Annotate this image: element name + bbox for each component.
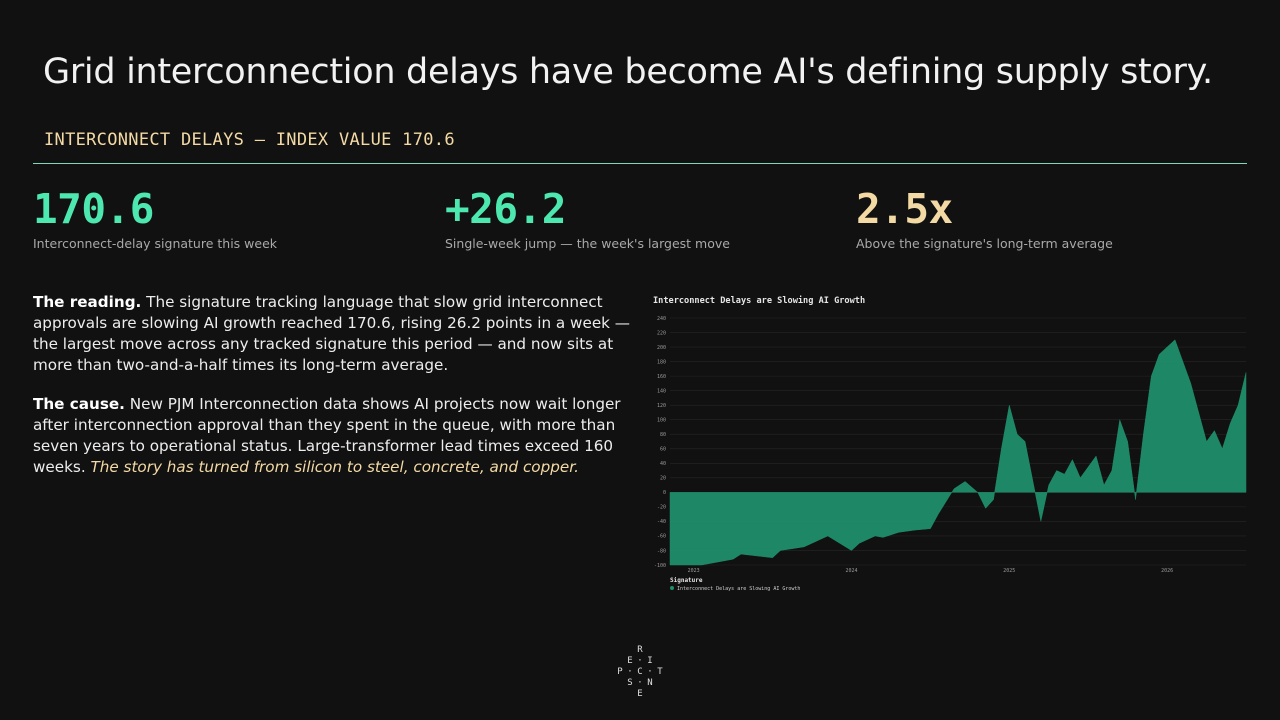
y-tick-label: 100 bbox=[657, 418, 666, 424]
y-tick-label: 40 bbox=[660, 461, 666, 467]
x-axis-ticks: 2023 2024 2025 2026 bbox=[688, 568, 1173, 574]
reading-paragraph: The reading. The signature tracking lang… bbox=[33, 292, 633, 376]
y-tick-label: -40 bbox=[657, 519, 666, 525]
y-tick-label: 120 bbox=[657, 403, 666, 409]
y-tick-label: 220 bbox=[657, 330, 666, 336]
stat-vs-average: 2.5x Above the signature's long-term ave… bbox=[856, 186, 1113, 251]
stat-value: 170.6 bbox=[33, 185, 154, 233]
y-tick-label: 200 bbox=[657, 345, 666, 351]
y-tick-label: -20 bbox=[657, 505, 666, 511]
stat-caption: Above the signature's long-term average bbox=[856, 236, 1113, 251]
y-tick-label: 0 bbox=[663, 490, 666, 496]
chart-title: Interconnect Delays are Slowing AI Growt… bbox=[653, 295, 865, 306]
y-tick-label: -60 bbox=[657, 534, 666, 540]
series-layer bbox=[669, 339, 1247, 566]
legend-title: Signature bbox=[670, 577, 703, 584]
body-copy: The reading. The signature tracking lang… bbox=[33, 292, 633, 496]
y-tick-label: 80 bbox=[660, 432, 666, 438]
series-area bbox=[669, 339, 1247, 566]
y-tick-label: -80 bbox=[657, 548, 666, 554]
y-tick-label: 60 bbox=[660, 447, 666, 453]
y-tick-label: 20 bbox=[660, 476, 666, 482]
legend-entry: Interconnect Delays are Slowing AI Growt… bbox=[677, 586, 800, 592]
brand-logo: R E · I P · C · T S · N E bbox=[617, 645, 663, 699]
y-tick-label: 140 bbox=[657, 388, 666, 394]
y-tick-label: 240 bbox=[657, 316, 666, 322]
x-tick-label: 2026 bbox=[1161, 568, 1173, 574]
chart-panel: Interconnect Delays are Slowing AI Growt… bbox=[648, 290, 1250, 596]
stat-current-value: 170.6 Interconnect-delay signature this … bbox=[33, 186, 277, 251]
stat-value: 2.5x bbox=[856, 185, 953, 233]
legend-swatch bbox=[670, 586, 674, 590]
y-tick-label: -100 bbox=[654, 563, 666, 569]
stat-weekly-jump: +26.2 Single-week jump — the week's larg… bbox=[445, 186, 730, 251]
cause-label: The cause. bbox=[33, 395, 125, 413]
area-chart: Interconnect Delays are Slowing AI Growt… bbox=[653, 295, 1247, 592]
reading-text: The signature tracking language that slo… bbox=[33, 293, 630, 374]
y-tick-label: 160 bbox=[657, 374, 666, 380]
cause-paragraph: The cause. New PJM Interconnection data … bbox=[33, 394, 633, 478]
stat-caption: Single-week jump — the week's largest mo… bbox=[445, 236, 730, 251]
y-tick-label: 180 bbox=[657, 359, 666, 365]
y-axis-ticks: -100 -80 -60 -40 -20 0 20 40 60 80 100 120 140 160 180… bbox=[654, 316, 666, 569]
stat-caption: Interconnect-delay signature this week bbox=[33, 236, 278, 251]
x-tick-label: 2025 bbox=[1003, 568, 1015, 574]
divider-rule bbox=[33, 163, 1247, 164]
reading-label: The reading. bbox=[33, 293, 142, 311]
cause-end: . bbox=[574, 458, 579, 476]
x-tick-label: 2023 bbox=[688, 568, 700, 574]
section-eyebrow: INTERCONNECT DELAYS — INDEX VALUE 170.6 bbox=[44, 130, 455, 150]
stat-value: +26.2 bbox=[445, 185, 566, 233]
x-tick-label: 2024 bbox=[845, 568, 857, 574]
cause-text: New PJM Interconnection data shows AI pr… bbox=[33, 395, 621, 476]
page-title: Grid interconnection delays have become … bbox=[43, 52, 1213, 92]
cause-emphasis: The story has turned from silicon to ste… bbox=[90, 458, 575, 476]
